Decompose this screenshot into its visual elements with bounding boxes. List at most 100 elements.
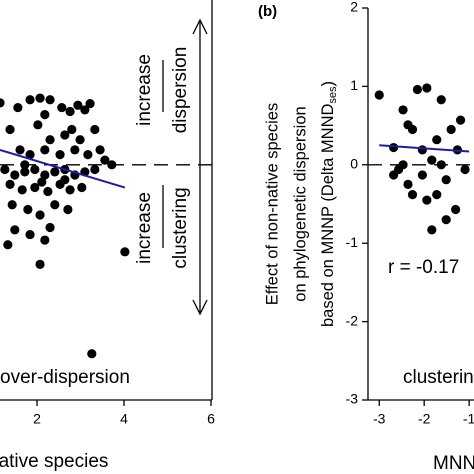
point xyxy=(73,100,83,110)
point xyxy=(35,210,45,220)
point xyxy=(417,170,427,180)
annotation: dispersion xyxy=(170,47,191,134)
point xyxy=(120,247,130,257)
x-tick-label: -2 xyxy=(418,411,431,427)
point xyxy=(441,215,451,225)
point xyxy=(398,160,408,170)
point xyxy=(432,189,442,200)
point xyxy=(35,93,45,103)
point xyxy=(374,90,384,100)
point xyxy=(33,120,43,130)
panel-label: (b) xyxy=(258,3,277,20)
y-tick-label: 2 xyxy=(350,0,358,15)
y-axis-label: based on MNNP (Delta MNNDses) xyxy=(319,81,339,327)
point xyxy=(67,124,77,135)
annotation: increase xyxy=(134,192,155,264)
point xyxy=(20,160,30,170)
point xyxy=(422,83,432,93)
point xyxy=(80,105,90,115)
point xyxy=(460,164,470,175)
point xyxy=(60,175,70,185)
point xyxy=(35,259,45,269)
x-tick-label: 4 xyxy=(120,411,128,427)
point xyxy=(85,99,95,109)
point xyxy=(40,170,50,180)
point xyxy=(77,182,87,193)
point xyxy=(50,200,60,210)
y-tick-label: 1 xyxy=(350,77,358,93)
point xyxy=(107,160,117,170)
point xyxy=(63,204,73,215)
point xyxy=(25,150,35,160)
y-tick-label: -1 xyxy=(346,234,359,250)
point xyxy=(407,124,418,135)
y-axis-label-part: ) xyxy=(319,81,337,87)
point xyxy=(30,182,40,193)
point xyxy=(70,145,80,155)
point xyxy=(17,185,27,195)
point xyxy=(60,130,70,140)
point xyxy=(100,155,110,165)
point xyxy=(57,102,67,113)
point xyxy=(3,240,13,250)
point xyxy=(45,95,55,105)
point xyxy=(83,150,93,160)
point xyxy=(87,349,97,359)
point xyxy=(15,145,25,155)
point xyxy=(417,145,427,155)
point xyxy=(10,225,20,235)
x-axis-label: MNND xyxy=(433,453,474,474)
x-tick-label: -3 xyxy=(373,411,386,427)
point xyxy=(455,115,466,125)
annotation: over-dispersion xyxy=(0,367,130,388)
point xyxy=(37,177,47,187)
point xyxy=(0,164,10,175)
point xyxy=(427,225,437,235)
x-tick-label: -1 xyxy=(463,411,474,427)
point xyxy=(40,235,50,245)
point xyxy=(432,135,442,145)
point xyxy=(65,106,75,117)
point xyxy=(436,95,446,105)
arrow-head xyxy=(192,18,208,35)
annotation: increase xyxy=(134,54,155,126)
point xyxy=(50,167,60,177)
annotation: clustering xyxy=(403,367,474,388)
point xyxy=(441,175,451,185)
point xyxy=(30,164,40,175)
point xyxy=(412,84,423,95)
point xyxy=(5,179,15,189)
x-tick-label: 2 xyxy=(33,411,41,427)
point xyxy=(407,189,418,200)
point xyxy=(403,179,413,189)
point xyxy=(95,145,105,155)
point xyxy=(5,124,15,135)
point xyxy=(23,204,33,215)
y-axis-label-part: based on MNNP (Delta MNND xyxy=(319,104,337,328)
point xyxy=(45,135,55,145)
y-axis-label: on phylogenetic dispersion xyxy=(291,106,309,301)
point xyxy=(45,222,55,233)
point xyxy=(10,170,20,180)
point xyxy=(446,124,456,135)
y-tick-label: -2 xyxy=(346,312,359,328)
point xyxy=(90,124,100,135)
annotation: clustering xyxy=(170,187,191,268)
point xyxy=(451,204,461,215)
point xyxy=(389,170,399,180)
point xyxy=(90,164,100,175)
point xyxy=(65,185,75,195)
y-tick-label: -3 xyxy=(346,391,359,407)
point xyxy=(25,95,35,105)
y-axis-label: Effect of non-native species xyxy=(263,103,281,305)
y-tick-label: 0 xyxy=(350,156,358,172)
point xyxy=(13,102,23,113)
point xyxy=(43,186,53,197)
point xyxy=(40,110,50,120)
fit-line xyxy=(0,148,126,189)
arrow-head xyxy=(192,299,208,316)
fit-line xyxy=(379,144,470,153)
point xyxy=(40,145,50,155)
annotation: r = -0.17 xyxy=(388,257,459,278)
point xyxy=(7,200,17,210)
